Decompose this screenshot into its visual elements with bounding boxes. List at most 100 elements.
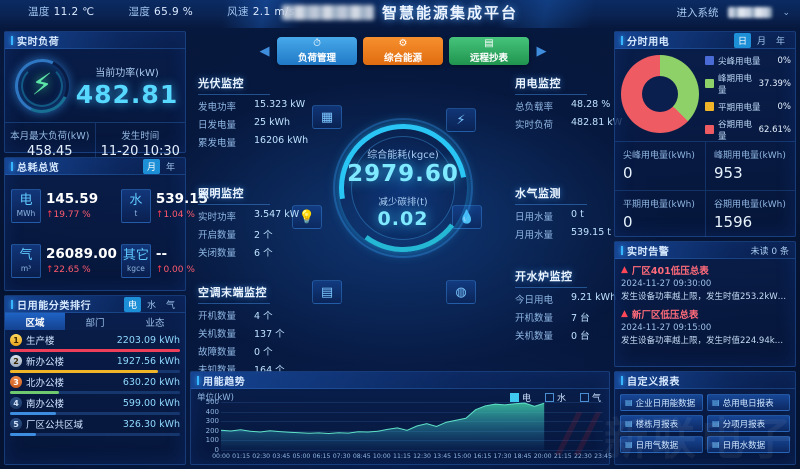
rank-badge: 1 [10,334,22,346]
tab-department[interactable]: 部门 [65,313,125,330]
x-tick: 00:00 [212,453,230,460]
gridline [221,421,603,423]
panel-title: 用能趋势 [203,376,246,388]
legend-checkbox[interactable] [579,393,589,402]
label: 分项月报表 [722,419,766,430]
list-item[interactable]: 1 生产楼 2203.09 kWh [10,333,180,352]
report-button[interactable]: ▤ 日用气数据 [620,436,703,453]
metric-label: 开机数量 [198,311,237,322]
label: 远程抄表 [469,52,508,64]
tab-business[interactable]: 业态 [125,313,185,330]
nav-next-arrow-icon[interactable]: ▶ [536,43,547,59]
report-button[interactable]: ▤ 总用电日报表 [707,394,790,411]
enter-system-link[interactable]: 进入系统 [676,7,719,19]
x-tick: 03:45 [272,453,291,460]
chevron-down-icon[interactable]: ⌄ [782,7,790,18]
header-decoration [0,0,800,28]
alarm-device: 厂区401低压总表 [631,266,709,277]
x-tick: 01:15 [232,453,251,460]
energy-type-toggle: 电 水 气 [123,296,179,312]
tab-area[interactable]: 区域 [5,313,65,330]
nav-prev-arrow-icon[interactable]: ◀ [259,43,270,59]
energy-option-gas[interactable]: 气 [165,300,175,311]
metric-value: 2 个 [254,230,273,241]
block-title: 水气监测 [515,185,587,205]
list-item[interactable]: 4 南办公楼 599.00 kWh [10,396,180,415]
metric-value: 0 个 [254,347,273,358]
legend-percent: 37.39% [758,78,791,89]
metric-label: 总负载率 [515,102,554,113]
metric-value: 0 t [571,209,584,220]
report-button[interactable]: ▤ 分项月报表 [707,415,790,432]
range-option-year[interactable]: 年 [165,162,175,173]
document-icon: ▤ [625,440,633,449]
current-power-block: 当前功率(kW) 482.81 [73,64,181,109]
legend-label: 平期用电量 [718,102,761,113]
company-logo-redacted [281,5,374,20]
delta: ↑22.65 % [46,264,91,275]
energy-option-electric[interactable]: 电 [123,296,141,312]
range-option-month[interactable]: 月 [756,36,766,47]
metric-row: 开机数量 4 个 [198,308,285,322]
report-button[interactable]: ▤ 日用水数据 [707,436,790,453]
x-tick: 22:30 [573,453,592,460]
y-axis-ticks: 0 100 200 300 400 500 [193,398,219,454]
legend-item[interactable]: 电 [509,391,531,404]
label: 谷期用电量(kWh) [714,199,786,210]
legend-checkbox[interactable] [509,393,519,402]
range-option-year[interactable]: 年 [775,36,785,47]
legend-checkbox[interactable] [544,393,554,402]
metric-value: 4 个 [254,311,273,322]
x-tick: 08:45 [352,453,371,460]
legend-label: 电 [521,394,531,404]
metric-row: 日发电量 25 kWh [198,117,308,131]
metric-label: 关机数量 [198,329,237,340]
panel-title: 实时告警 [627,246,670,258]
label: 峰期用电量(kWh) [714,151,786,161]
list-item[interactable]: 5 厂区公共区域 326.30 kWh [10,417,180,436]
panel-title: 分时用电 [627,36,670,48]
list-item[interactable]: ▲ 新厂区低压总表 2024-11-27 09:15:00 发生设备功率越上限，发生时… [621,307,789,346]
metric-label: 未知数量 [198,362,248,376]
metric-label: 实时功率 [198,212,237,223]
range-option-day[interactable]: 日 [733,32,751,48]
time-of-use-panel: 分时用电 日 月 年 尖峰用电量 0% 峰期用电量 37.39% 平期用电量 0% 谷期用电… [614,31,796,237]
panel-header: 自定义报表 [615,372,795,389]
energy-option-water[interactable]: 水 [146,300,156,311]
realtime-load-body: ⚡ 当前功率(kW) 482.81 [5,49,185,121]
consumption-item-electric: 电 MWh 145.59 ↑19.77 % [11,181,117,232]
rank-bar-track [10,391,180,394]
report-button[interactable]: ▤ 企业日用能数据 [620,394,703,411]
legend-item[interactable]: 气 [579,391,601,404]
y-tick: 100 [205,436,219,445]
nav-button-load-management[interactable]: ⏱ 负荷管理 [277,37,357,65]
legend-swatch [705,79,714,88]
nav-button-remote-meter[interactable]: ▤ 远程抄表 [449,37,529,65]
panel-title: 自定义报表 [627,376,680,388]
panel-title: 日用能分类排行 [17,300,92,312]
list-item[interactable]: ▲ 厂区401低压总表 2024-11-27 09:30:00 发生设备功率越上限，发… [621,263,789,302]
metric-value: 0 台 [571,331,590,342]
block-title: 照明监控 [198,185,270,205]
tou-donut-chart [621,55,699,133]
alarm-warning-icon: ▲ [621,265,628,275]
metric-label: 关闭数量 [198,248,237,259]
range-option-month[interactable]: 月 [142,158,160,174]
legend-item[interactable]: 水 [544,391,566,404]
month-max-label: 本月最大负荷(kW) [10,131,90,142]
rank-bar-fill [10,370,158,373]
document-icon: ▤ [712,419,720,428]
user-name-redacted[interactable] [728,7,773,18]
tou-metric: 峰期用电量(kWh) 953 [705,142,795,190]
water-gas-monitor-block: 水气监测 日用水量 0 t 月用水量 539.15 t [515,182,611,241]
list-item[interactable]: 2 新办公楼 1927.56 kWh [10,354,180,373]
block-title: 用电监控 [515,75,587,95]
panel-header: 用能趋势 [191,372,609,389]
energy-trend-panel: 用能趋势 单位(kW) 电水气 0 100 200 300 400 500 00:00 01… [190,371,612,465]
report-button[interactable]: ▤ 楼栋月报表 [620,415,703,432]
list-item[interactable]: 3 北办公楼 630.20 kWh [10,375,180,394]
nav-button-integrated-energy[interactable]: ⚙ 综合能源 [363,37,443,65]
label: 总用电日报表 [722,398,774,409]
rank-value: 2203.09 kWh [116,334,180,346]
